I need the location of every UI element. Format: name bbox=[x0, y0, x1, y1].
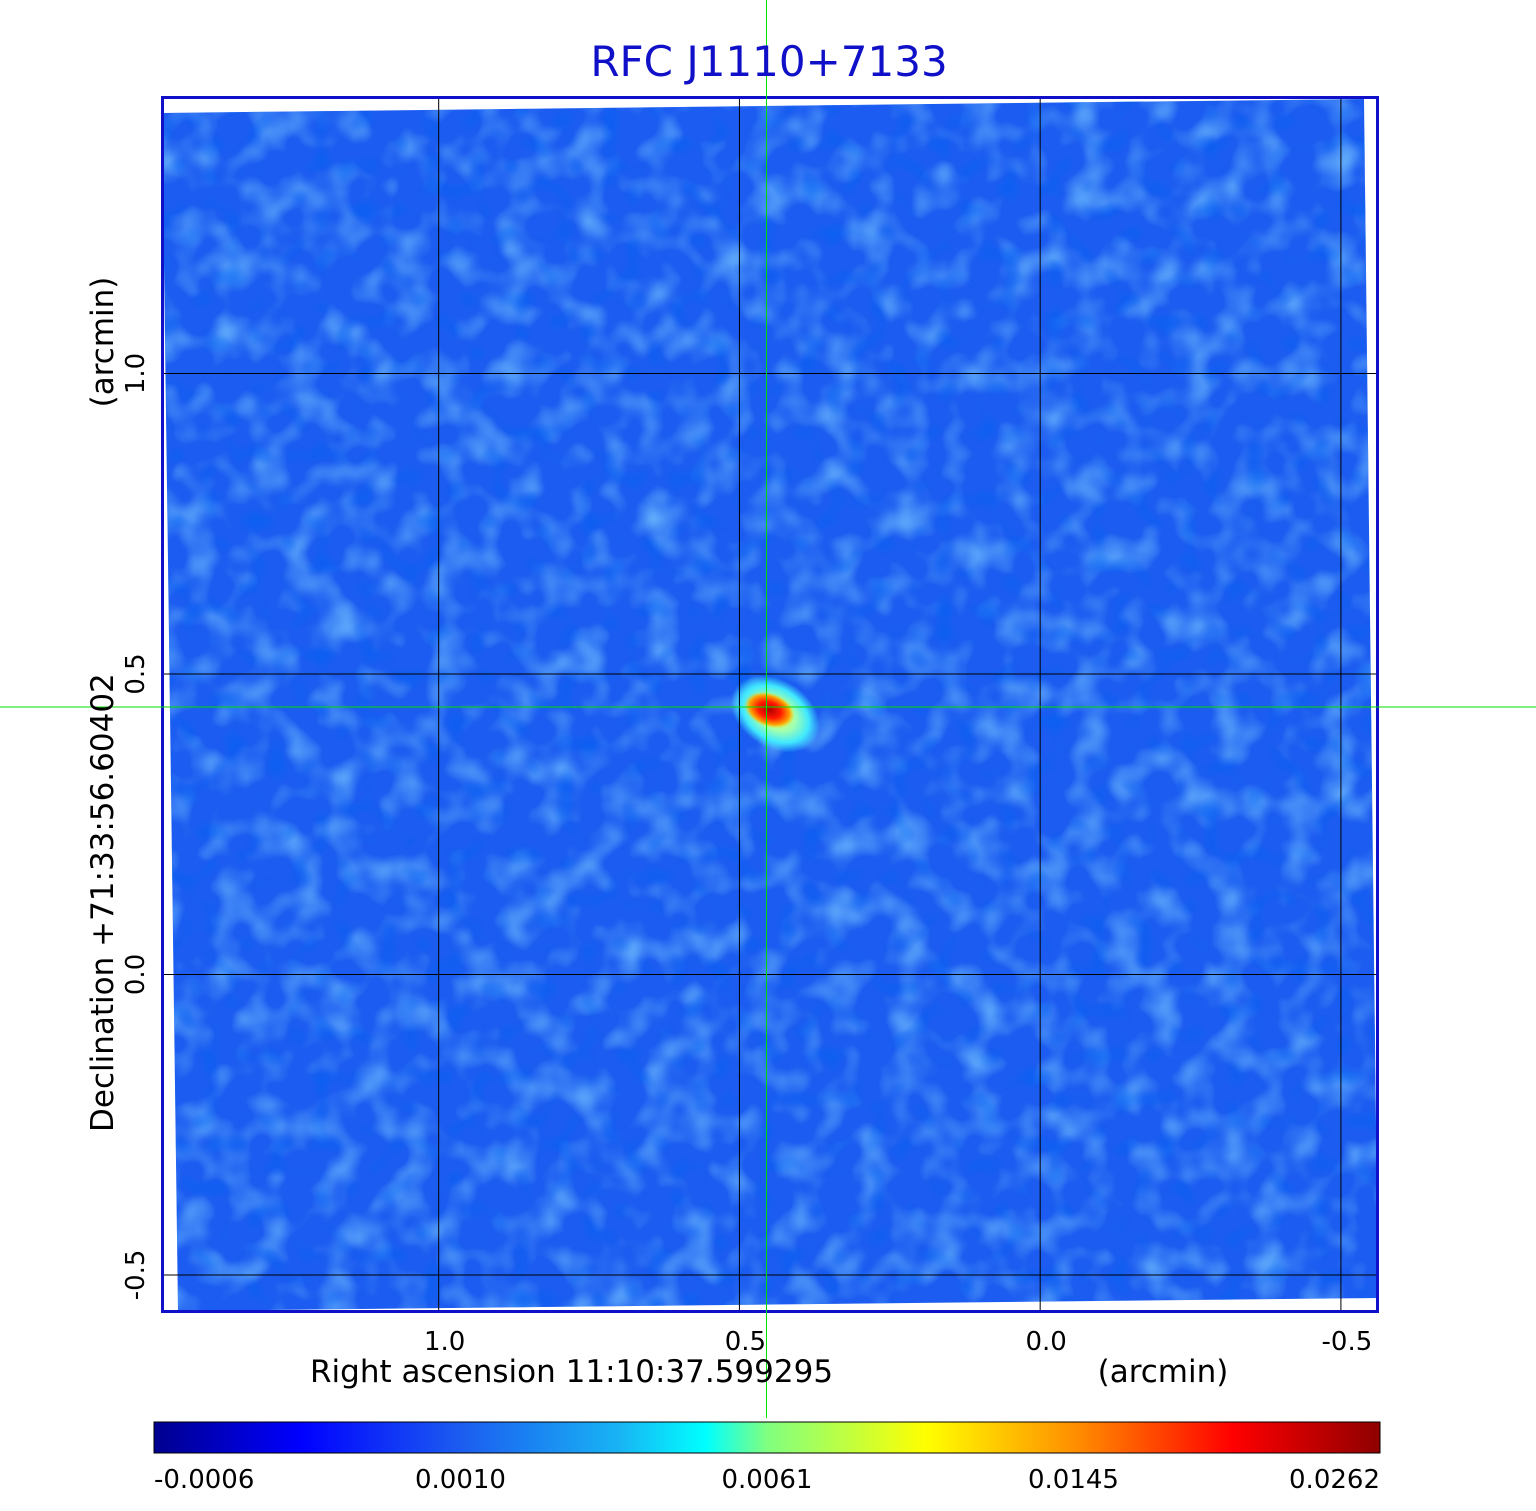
colorbar bbox=[153, 1421, 1381, 1454]
colorbar-tick-label: 0.0061 bbox=[722, 1465, 813, 1495]
source-core bbox=[744, 691, 795, 729]
coordinate-grid bbox=[162, 97, 1377, 1311]
y-axis-unit: (arcmin) bbox=[85, 277, 121, 408]
chart-title: RFC J1110+7133 bbox=[590, 37, 947, 86]
colorbar-tick-labels: -0.0006 0.0010 0.0061 0.0145 0.0262 bbox=[154, 1465, 1380, 1495]
y-tick-label: 1.0 bbox=[121, 353, 151, 394]
x-tick-label: -0.5 bbox=[1322, 1327, 1373, 1357]
y-axis-label: Declination +71:33:56.60402 bbox=[85, 673, 121, 1132]
crosshair bbox=[0, 0, 1536, 1418]
plot-frame bbox=[161, 96, 1379, 1313]
source-blob bbox=[730, 675, 821, 753]
y-tick-label: 0.5 bbox=[121, 653, 151, 694]
x-tick-label: 1.0 bbox=[424, 1327, 465, 1357]
colorbar-tick-label: 0.0262 bbox=[1289, 1465, 1380, 1495]
y-tick-label: 0.0 bbox=[121, 954, 151, 995]
x-tick-labels: 1.0 0.5 0.0 -0.5 bbox=[424, 1327, 1372, 1357]
y-tick-labels: 1.0 0.5 0.0 -0.5 bbox=[121, 353, 151, 1301]
x-axis-label: Right ascension 11:10:37.599295 bbox=[310, 1354, 833, 1390]
x-tick-label: 0.5 bbox=[725, 1327, 766, 1357]
x-axis-unit: (arcmin) bbox=[1098, 1354, 1229, 1390]
image-field bbox=[162, 99, 1378, 1311]
x-tick-label: 0.0 bbox=[1025, 1327, 1066, 1357]
colorbar-tick-label: -0.0006 bbox=[154, 1465, 254, 1495]
colorbar-tick-label: 0.0010 bbox=[415, 1465, 506, 1495]
colorbar-tick-label: 0.0145 bbox=[1028, 1465, 1119, 1495]
y-tick-label: -0.5 bbox=[121, 1250, 151, 1301]
